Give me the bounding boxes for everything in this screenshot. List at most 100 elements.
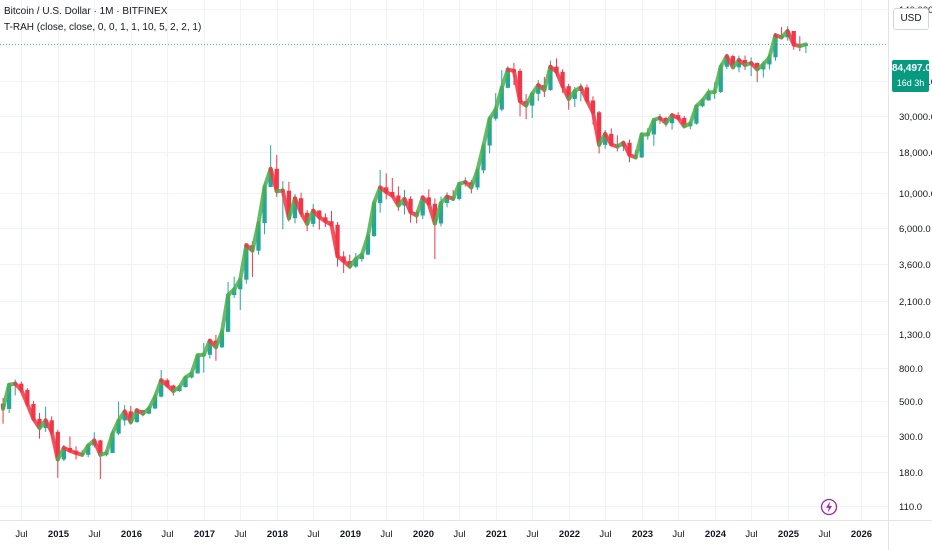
trend-segment [584,98,596,115]
candle-body [755,63,760,70]
candle [767,32,778,61]
candle-body [225,295,231,332]
candle [621,139,632,163]
time-tick-label: Jul [453,529,465,540]
time-tick-label: 2017 [194,529,215,540]
price-tick-label: 30,000.0 [899,112,932,123]
candle-body [566,86,571,99]
candle-body [736,59,742,68]
trend-segment [359,234,370,257]
candle-body [317,210,322,218]
candle-body [116,420,121,434]
time-tick-label: Jul [672,529,684,540]
candle [481,116,492,154]
candle-body [773,35,778,58]
candle-body [110,433,115,454]
trend-segment [49,429,60,462]
chart-legend: Bitcoin / U.S. Dollar · 1M · BITFINEX T-… [4,4,201,36]
trend-segment [554,69,565,89]
trend-segment [305,208,316,226]
lightning-icon[interactable] [820,498,838,516]
trend-segment [414,195,425,218]
candle [329,221,340,267]
trend-segment [25,401,36,421]
time-tick-label: Jul [88,529,100,540]
price-tick-label: 10,000.0 [899,189,932,200]
trend-segment [499,67,510,90]
price-tick-label: 110.0 [899,502,922,513]
trend-segment [250,221,261,253]
candle-body [408,198,413,213]
candle [645,117,656,146]
trend-segment [560,84,571,101]
candle [511,68,523,117]
time-tick-label: Jul [15,529,27,540]
currency-button[interactable]: USD [893,8,929,30]
candle-body [420,197,425,216]
price-tick-label: 3,600.0 [899,260,931,271]
candle-body [481,145,486,171]
candle-body [298,198,304,213]
candle-body [98,440,103,455]
candle [250,221,261,255]
trend-segment [329,222,340,259]
trend-segment [591,110,602,147]
candle [578,84,590,103]
indicator-title[interactable]: T-RAH (close, close, 0, 0, 1, 1, 10, 5, … [4,22,202,33]
candle-body [572,90,577,99]
candle-body [371,203,377,237]
trend-segment [712,64,723,94]
candle-body [238,279,243,290]
candle-body [530,93,535,106]
candle-body [791,31,796,45]
bar-countdown: 16d 3h [896,78,925,88]
trend-segment [268,166,279,194]
candle-body [219,331,225,348]
time-tick-label: 2026 [851,529,872,540]
candle-body [378,187,383,204]
price-tick-label: 1,300.0 [899,330,931,341]
candle-body [499,87,504,110]
time-tick-label: Jul [307,529,319,540]
time-tick-label: Jul [161,529,173,540]
trend-segment [785,29,796,47]
candle [256,182,267,235]
candle-body [244,245,249,280]
candle-body [487,118,492,146]
grid-lines [0,0,888,520]
time-tick-label: Jul [234,529,246,540]
trend-segment [220,293,231,334]
candle [92,438,103,480]
trend-segment [213,329,224,350]
candle [220,282,231,334]
trend-segment [475,143,486,173]
trend-segment [578,85,589,103]
candle-body [706,92,711,101]
trend-segment [256,184,267,226]
time-tick-label: Jul [818,529,830,540]
trend-segment [43,418,54,434]
candle-body [700,100,705,107]
candle-body [292,198,298,219]
candle-body [627,142,632,155]
price-tick-label: 18,000.0 [899,148,932,159]
trend-segment [147,394,158,411]
time-axis[interactable]: Jul 2015 Jul 2016 Jul 2017 Jul 2018 Jul 2019 Jul 20… [0,520,932,541]
symbol-title[interactable]: Bitcoin / U.S. Dollar · 1M · BITFINEX [4,6,168,17]
candle-body [590,100,596,113]
candle-body [262,186,267,224]
trend-segment [92,438,103,457]
trend-segment [603,131,614,147]
candle [688,104,699,126]
candle-body [274,168,279,192]
candle-body [517,70,523,102]
trend-segment [451,181,462,201]
price-tick-label: 500.0 [899,397,923,408]
candle-body [19,383,24,390]
candle [785,29,796,50]
trend-segment [365,201,377,239]
time-tick-label: 2016 [121,529,142,540]
candles [0,26,809,480]
trend-segment [432,200,443,226]
